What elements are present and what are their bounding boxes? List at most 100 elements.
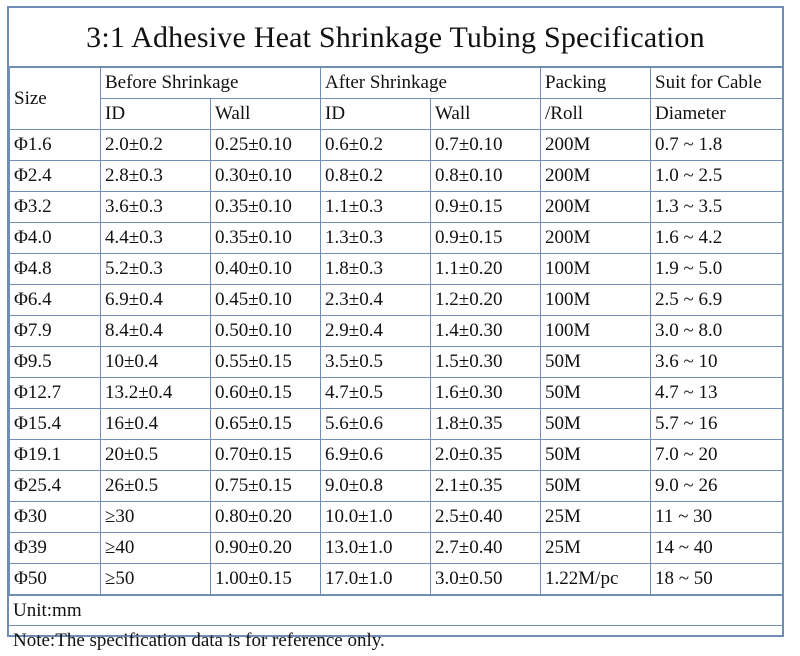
suit-cable-header: Suit for Cable [650, 67, 784, 99]
before-wall-cell: 0.90±0.20 [209, 532, 322, 564]
before-wall-cell: 0.70±0.15 [209, 439, 322, 471]
size-cell: Φ4.0 [9, 222, 101, 254]
table-row: Φ4.0 4.4±0.3 0.35±0.10 1.3±0.3 0.9±0.15 200M 1… [9, 222, 784, 254]
size-cell: Φ4.8 [9, 253, 101, 285]
size-header: Size [9, 67, 101, 130]
before-id-cell: 13.2±0.4 [100, 377, 211, 409]
cable-diameter-cell: 1.0 ~ 2.5 [650, 160, 784, 192]
after-id-cell: 9.0±0.8 [320, 470, 432, 502]
before-wall-cell: 0.25±0.10 [209, 129, 322, 161]
before-id-header: ID [100, 98, 211, 130]
size-cell: Φ6.4 [9, 284, 101, 316]
after-wall-cell: 0.8±0.10 [430, 160, 542, 192]
size-cell: Φ7.9 [9, 315, 101, 347]
after-wall-cell: 1.4±0.30 [430, 315, 542, 347]
unit-label: Unit:mm [9, 595, 782, 625]
after-wall-cell: 2.5±0.40 [430, 501, 542, 533]
table-row: Φ30 ≥30 0.80±0.20 10.0±1.0 2.5±0.40 25M 11 ~ 3… [9, 501, 784, 533]
after-id-cell: 13.0±1.0 [320, 532, 432, 564]
before-wall-cell: 0.80±0.20 [209, 501, 322, 533]
after-wall-cell: 3.0±0.50 [430, 563, 542, 595]
before-id-cell: 3.6±0.3 [100, 191, 211, 223]
cable-diameter-cell: 9.0 ~ 26 [650, 470, 784, 502]
header-row-1: Size Before Shrinkage After Shrinkage Pa… [9, 67, 784, 130]
cable-diameter-header: Diameter [650, 98, 784, 130]
before-id-cell: 20±0.5 [100, 439, 211, 471]
after-id-cell: 3.5±0.5 [320, 346, 432, 378]
cable-diameter-cell: 11 ~ 30 [650, 501, 784, 533]
size-cell: Φ30 [9, 501, 101, 533]
packing-cell: 25M [540, 532, 652, 564]
before-wall-cell: 0.60±0.15 [209, 377, 322, 409]
cable-diameter-cell: 2.5 ~ 6.9 [650, 284, 784, 316]
after-id-cell: 10.0±1.0 [320, 501, 432, 533]
before-id-cell: 4.4±0.3 [100, 222, 211, 254]
after-shrinkage-header: After Shrinkage [320, 67, 542, 99]
packing-roll-header: /Roll [540, 98, 652, 130]
packing-cell: 25M [540, 501, 652, 533]
packing-cell: 200M [540, 160, 652, 192]
before-id-cell: 2.0±0.2 [100, 129, 211, 161]
cable-diameter-cell: 4.7 ~ 13 [650, 377, 784, 409]
table-row: Φ4.8 5.2±0.3 0.40±0.10 1.8±0.3 1.1±0.20 100M 1… [9, 253, 784, 285]
size-cell: Φ1.6 [9, 129, 101, 161]
after-wall-cell: 1.2±0.20 [430, 284, 542, 316]
after-id-cell: 0.6±0.2 [320, 129, 432, 161]
packing-cell: 50M [540, 346, 652, 378]
spec-table: Size Before Shrinkage After Shrinkage Pa… [9, 67, 784, 595]
cable-diameter-cell: 5.7 ~ 16 [650, 408, 784, 440]
after-id-cell: 4.7±0.5 [320, 377, 432, 409]
after-wall-cell: 2.1±0.35 [430, 470, 542, 502]
after-wall-header: Wall [430, 98, 542, 130]
before-wall-cell: 0.40±0.10 [209, 253, 322, 285]
table-row: Φ15.4 16±0.4 0.65±0.15 5.6±0.6 1.8±0.35 50M 5.… [9, 408, 784, 440]
before-id-cell: ≥50 [100, 563, 211, 595]
packing-cell: 50M [540, 408, 652, 440]
header-row-2: ID Wall ID Wall /Roll Diameter [10, 98, 784, 130]
packing-cell: 200M [540, 191, 652, 223]
before-wall-cell: 0.30±0.10 [209, 160, 322, 192]
size-cell: Φ19.1 [9, 439, 101, 471]
table-row: Φ3.2 3.6±0.3 0.35±0.10 1.1±0.3 0.9±0.15 200M 1… [9, 191, 784, 223]
cable-diameter-cell: 1.6 ~ 4.2 [650, 222, 784, 254]
table-row: Φ39 ≥40 0.90±0.20 13.0±1.0 2.7±0.40 25M 14 ~ 4… [9, 532, 784, 564]
packing-cell: 100M [540, 253, 652, 285]
page-title: 3:1 Adhesive Heat Shrinkage Tubing Speci… [9, 8, 782, 67]
size-cell: Φ12.7 [9, 377, 101, 409]
reference-note: Note:The specification data is for refer… [9, 625, 782, 655]
packing-cell: 50M [540, 439, 652, 471]
before-id-cell: 16±0.4 [100, 408, 211, 440]
table-row: Φ25.4 26±0.5 0.75±0.15 9.0±0.8 2.1±0.35 50M 9.… [9, 470, 784, 502]
before-wall-cell: 0.35±0.10 [209, 222, 322, 254]
table-row: Φ7.9 8.4±0.4 0.50±0.10 2.9±0.4 1.4±0.30 100M 3… [9, 315, 784, 347]
after-id-cell: 1.3±0.3 [320, 222, 432, 254]
cable-diameter-cell: 7.0 ~ 20 [650, 439, 784, 471]
after-id-header: ID [320, 98, 432, 130]
after-id-cell: 1.8±0.3 [320, 253, 432, 285]
after-wall-cell: 2.0±0.35 [430, 439, 542, 471]
size-cell: Φ50 [9, 563, 101, 595]
packing-header: Packing [540, 67, 652, 99]
cable-diameter-cell: 14 ~ 40 [650, 532, 784, 564]
packing-cell: 100M [540, 284, 652, 316]
before-id-cell: 26±0.5 [100, 470, 211, 502]
after-id-cell: 0.8±0.2 [320, 160, 432, 192]
before-id-cell: 5.2±0.3 [100, 253, 211, 285]
size-cell: Φ2.4 [9, 160, 101, 192]
packing-cell: 50M [540, 377, 652, 409]
before-wall-header: Wall [209, 98, 322, 130]
after-wall-cell: 0.9±0.15 [430, 191, 542, 223]
packing-cell: 200M [540, 222, 652, 254]
table-row: Φ19.1 20±0.5 0.70±0.15 6.9±0.6 2.0±0.35 50M 7.… [9, 439, 784, 471]
before-id-cell: 6.9±0.4 [100, 284, 211, 316]
after-id-cell: 2.9±0.4 [320, 315, 432, 347]
before-wall-cell: 0.45±0.10 [209, 284, 322, 316]
cable-diameter-cell: 1.9 ~ 5.0 [650, 253, 784, 285]
size-cell: Φ9.5 [9, 346, 101, 378]
before-shrinkage-header: Before Shrinkage [99, 67, 322, 99]
after-wall-cell: 0.7±0.10 [430, 129, 542, 161]
size-cell: Φ15.4 [9, 408, 101, 440]
cable-diameter-cell: 3.6 ~ 10 [650, 346, 784, 378]
packing-cell: 100M [540, 315, 652, 347]
packing-cell: 200M [540, 129, 652, 161]
